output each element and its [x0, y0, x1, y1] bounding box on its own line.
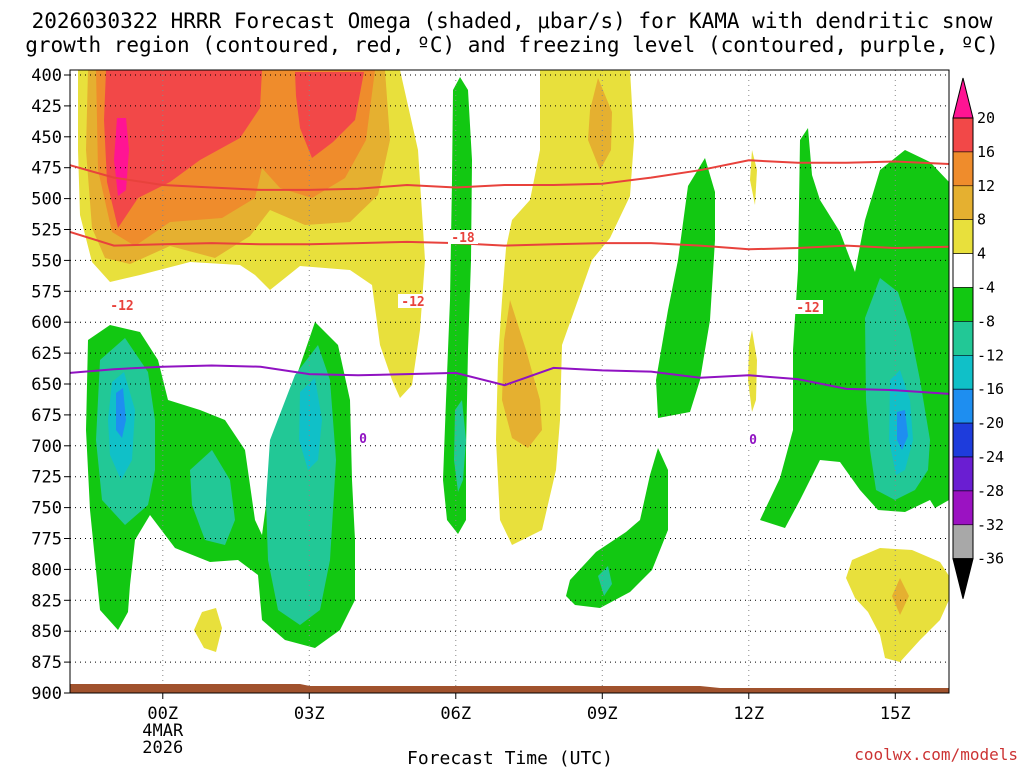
colorbar-label-20: 20 — [977, 109, 995, 127]
omega-neg-8-left — [96, 338, 336, 625]
colorbar-label--32: -32 — [977, 516, 1004, 534]
colorbar-box-5 — [952, 287, 974, 322]
colorbar-box-12 — [952, 524, 974, 559]
dgz-top-contour — [70, 159, 949, 191]
x-tick-label-09Z: 09Z — [587, 704, 618, 724]
omega-pos-8-center — [502, 78, 612, 448]
freezing-label-2: 0 — [749, 433, 757, 448]
dgz-top-label-bg — [448, 230, 478, 244]
colorbar-box-4 — [952, 253, 974, 288]
colorbar-box-3 — [952, 219, 974, 254]
x-tick-label-12Z: 12Z — [733, 704, 764, 724]
dgz-bottom-label-1: -12 — [110, 299, 133, 314]
y-tick-label-875: 875 — [31, 653, 62, 673]
y-tick-label-500: 500 — [31, 190, 62, 210]
omega-pos-4-small-left — [194, 608, 222, 652]
y-tick-label-750: 750 — [31, 499, 62, 519]
colorbar-label--8: -8 — [977, 312, 995, 330]
freezing-label-bg-1 — [356, 431, 370, 445]
y-tick-label-525: 525 — [31, 221, 62, 241]
y-tick-label-900: 900 — [31, 684, 62, 704]
x-tick-sublabel-date: 4MAR — [142, 721, 184, 741]
omega-pos-16-left — [104, 70, 364, 228]
y-tick-label-450: 450 — [31, 128, 62, 148]
colorbar-box-0 — [952, 117, 974, 153]
dgz-bottom-label-3: -12 — [796, 301, 819, 316]
colorbar-box-11 — [952, 490, 974, 526]
colorbar-bottom-triangle — [952, 558, 974, 599]
contour-labels: -18 -12 -12 -12 0 0 — [107, 230, 823, 448]
omega-pos-20-left — [114, 118, 129, 196]
dgz-bottom-contour — [70, 231, 949, 251]
colorbar-label-12: 12 — [977, 177, 995, 195]
x-tick-label-03Z: 03Z — [294, 704, 325, 724]
colorbar-box-6 — [952, 321, 974, 356]
credit-text: coolwx.com/models — [854, 745, 1018, 764]
x-axis-title: Forecast Time (UTC) — [407, 748, 613, 768]
freezing-label-1: 0 — [359, 432, 367, 447]
omega-pos-8-right — [892, 578, 909, 615]
colorbar-label--24: -24 — [977, 448, 1004, 466]
dgz-bottom-label-2: -12 — [401, 295, 424, 310]
omega-pos-4-streak-12z-upper — [750, 150, 757, 205]
colorbar-box-10 — [952, 456, 974, 492]
colorbar-label--16: -16 — [977, 380, 1004, 398]
y-tick-label-775: 775 — [31, 530, 62, 550]
y-tick-label-550: 550 — [31, 251, 62, 271]
y-tick-label-700: 700 — [31, 437, 62, 457]
omega-neg-4-06z — [443, 77, 472, 534]
terrain-bar — [70, 684, 949, 693]
y-tick-label-800: 800 — [31, 560, 62, 580]
x-tick-label-06Z: 06Z — [440, 704, 471, 724]
dgz-bottom-label-bg-3 — [793, 300, 823, 314]
omega-colorbar: 20 16 12 8 4 -4 -8 -12 -16 -20 -24 -28 -32 -36 — [952, 77, 1004, 599]
omega-neg-4-09z-bottom — [566, 448, 668, 608]
y-tick-label-850: 850 — [31, 622, 62, 642]
chart-title-line1: 2026030322 HRRR Forecast Omega (shaded, … — [32, 9, 993, 33]
x-tick-sublabel-year: 2026 — [142, 738, 183, 758]
freezing-level-contour — [70, 364, 949, 395]
x-tick-label-00Z: 00Z — [147, 704, 178, 724]
colorbar-label--28: -28 — [977, 482, 1004, 500]
colorbar-box-2 — [952, 185, 974, 221]
dgz-top-label: -18 — [451, 231, 475, 246]
freezing-label-bg-2 — [746, 432, 760, 446]
chart-title-line2: growth region (contoured, red, ºC) and f… — [25, 33, 999, 57]
colorbar-label--36: -36 — [977, 550, 1004, 568]
y-tick-label-725: 725 — [31, 468, 62, 488]
y-tick-label-400: 400 — [31, 66, 62, 86]
dgz-bottom-label-bg-1 — [107, 298, 137, 312]
omega-neg-16-right — [897, 410, 908, 450]
pressure-axis: 400 425 450 475 500 525 550 575 600 625 650 675 700 7… — [31, 66, 70, 704]
y-tick-label-650: 650 — [31, 375, 62, 395]
plot-area — [70, 70, 949, 693]
colorbar-label-8: 8 — [977, 211, 986, 229]
colorbar-box-7 — [952, 354, 974, 390]
x-tick-label-15Z: 15Z — [880, 704, 911, 724]
omega-pos-4-streak-12z-lower — [748, 330, 757, 412]
colorbar-top-triangle — [952, 77, 974, 119]
y-tick-label-425: 425 — [31, 97, 62, 117]
plot-frame — [69, 69, 950, 694]
y-tick-label-575: 575 — [31, 282, 62, 302]
colorbar-box-9 — [952, 422, 974, 458]
omega-neg-8-09z-bottom — [598, 566, 612, 596]
omega-neg-16-left — [116, 388, 126, 438]
y-tick-label-475: 475 — [31, 159, 62, 179]
colorbar-label--12: -12 — [977, 346, 1004, 364]
y-tick-label-675: 675 — [31, 406, 62, 426]
colorbar-label-4: 4 — [977, 245, 986, 263]
colorbar-label--4: -4 — [977, 279, 995, 297]
colorbar-label--20: -20 — [977, 414, 1004, 432]
colorbar-box-8 — [952, 388, 974, 424]
y-tick-label-625: 625 — [31, 344, 62, 364]
dgz-bottom-label-bg-2 — [398, 294, 428, 308]
colorbar-box-1 — [952, 151, 974, 187]
y-tick-label-600: 600 — [31, 313, 62, 333]
y-tick-label-825: 825 — [31, 591, 62, 611]
colorbar-frame — [952, 117, 974, 560]
colorbar-label-16: 16 — [977, 143, 995, 161]
